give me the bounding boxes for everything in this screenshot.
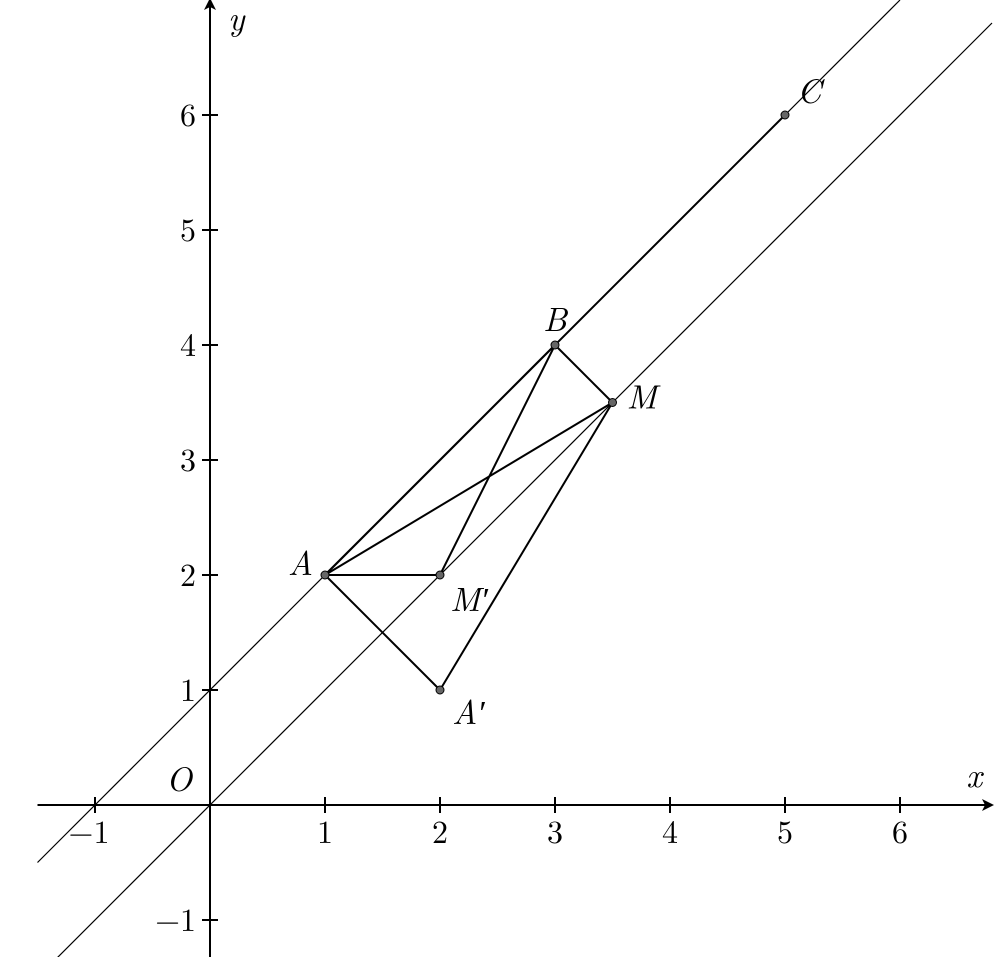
point-M — [609, 399, 617, 407]
point-label-A: A — [288, 537, 313, 585]
y-tick-label: −1 — [155, 896, 196, 941]
x-tick-label: 2 — [432, 808, 448, 853]
point-label-M: M — [627, 371, 662, 419]
seg-Mprime-B — [440, 345, 555, 575]
point-label-B: B — [543, 293, 568, 341]
y-tick-label: 5 — [180, 206, 196, 251]
y-tick-label: 1 — [180, 666, 196, 711]
seg-A-M — [325, 403, 613, 576]
point-Mprime — [436, 571, 444, 579]
point-C — [781, 111, 789, 119]
point-label-Aprime: A′ — [452, 686, 485, 734]
plot-svg: −1 1 2 3 4 5 6 −1 1 2 3 4 5 6 x y O A A′ M′ B M C — [0, 0, 1001, 957]
point-label-C: C — [797, 65, 825, 113]
x-tick-label: 6 — [892, 808, 908, 853]
point-Aprime — [436, 686, 444, 694]
x-tick-label: 1 — [317, 808, 333, 853]
seg-B-M — [555, 345, 613, 403]
y-tick-label: 2 — [180, 551, 196, 596]
seg-Aprime-M — [440, 403, 613, 691]
x-tick-label: 4 — [662, 808, 678, 853]
x-tick-label: 3 — [547, 808, 563, 853]
y-tick-label: 4 — [180, 321, 196, 366]
x-tick-label: 5 — [777, 808, 793, 853]
point-A — [321, 571, 329, 579]
point-label-Mprime: M′ — [450, 573, 488, 621]
line-y-eq-x — [49, 23, 992, 957]
y-tick-label: 6 — [180, 91, 196, 136]
y-axis-label: y — [228, 0, 246, 40]
x-tick-label: −1 — [69, 808, 110, 853]
point-B — [551, 341, 559, 349]
geometry-plot: −1 1 2 3 4 5 6 −1 1 2 3 4 5 6 x y O A A′ M′ B M C — [0, 0, 1001, 957]
x-axis-label: x — [966, 749, 984, 797]
y-tick-label: 3 — [180, 436, 196, 481]
origin-label: O — [166, 753, 193, 801]
